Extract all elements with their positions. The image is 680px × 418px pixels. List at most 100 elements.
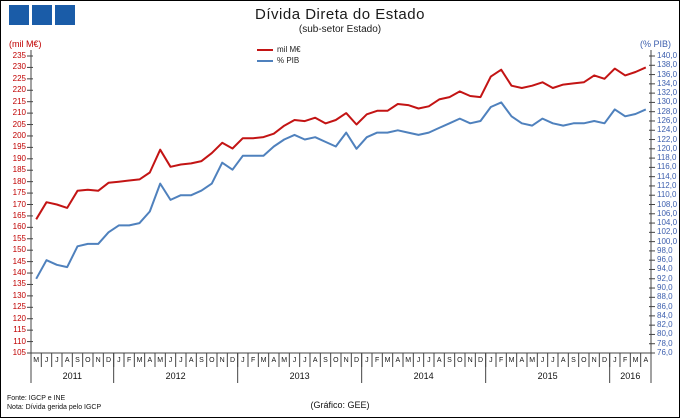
left-tick-label: 230 <box>12 62 26 72</box>
month-label: N <box>95 357 101 364</box>
month-label: F <box>375 357 380 364</box>
left-tick-label: 190 <box>12 153 26 163</box>
month-label: S <box>571 357 576 364</box>
month-label: M <box>529 357 536 364</box>
right-tick-label: 128,0 <box>657 106 678 116</box>
right-tick-label: 90,0 <box>657 283 673 293</box>
left-tick-label: 130 <box>12 290 26 300</box>
right-tick-label: 112,0 <box>657 180 677 190</box>
month-label: S <box>447 357 452 364</box>
left-tick-label: 160 <box>12 222 26 232</box>
chart-title: Dívida Direta do Estado <box>255 6 425 23</box>
right-tick-label: 78,0 <box>657 338 673 348</box>
right-tick-label: 134,0 <box>657 78 678 88</box>
right-tick-label: 88,0 <box>657 292 673 302</box>
month-label: A <box>271 357 277 364</box>
right-tick-label: 92,0 <box>657 273 673 283</box>
left-tick-label: 110 <box>13 336 26 346</box>
month-label: J <box>551 357 555 364</box>
right-tick-label: 122,0 <box>657 134 678 144</box>
left-tick-label: 105 <box>12 348 26 357</box>
left-tick-label: 125 <box>12 302 26 312</box>
right-tick-label: 82,0 <box>657 320 673 330</box>
month-label: M <box>281 357 288 364</box>
month-label: A <box>436 357 442 364</box>
right-tick-label: 118,0 <box>657 153 677 163</box>
month-label: J <box>303 357 307 364</box>
chart-subtitle: (sub-setor Estado) <box>298 24 382 35</box>
month-label: O <box>333 357 339 364</box>
year-label: 2014 <box>413 371 434 381</box>
legend-item: % PIB <box>257 55 301 66</box>
month-label: A <box>312 357 318 364</box>
note-line: Nota: Dívida gerida pelo IGCP <box>7 404 102 411</box>
logo-square-icon <box>32 5 52 25</box>
month-label: O <box>85 357 91 364</box>
left-axis-title: (mil M€) <box>9 39 42 49</box>
series-mil-me-line <box>35 66 647 220</box>
month-label: J <box>427 357 431 364</box>
left-tick-label: 205 <box>12 119 26 129</box>
logo-square-icon <box>55 5 75 25</box>
left-tick-label: 155 <box>12 233 26 243</box>
month-label: O <box>209 357 215 364</box>
left-tick-label: 180 <box>12 176 26 186</box>
legend-line-swatch <box>257 59 273 62</box>
legend-label: mil M€ <box>277 45 301 54</box>
month-label: J <box>117 357 121 364</box>
left-tick-label: 200 <box>12 130 26 140</box>
month-label: D <box>353 357 360 364</box>
month-label: A <box>519 357 525 364</box>
month-label: F <box>127 357 132 364</box>
month-label: N <box>467 357 473 364</box>
month-label: S <box>199 357 204 364</box>
left-tick-label: 215 <box>12 96 26 106</box>
right-tick-label: 116,0 <box>657 162 677 172</box>
month-label: A <box>188 357 194 364</box>
right-tick-label: 124,0 <box>657 125 678 135</box>
month-label: J <box>168 357 173 364</box>
month-label: N <box>219 357 225 364</box>
right-tick-label: 114,0 <box>657 171 677 181</box>
footer-credit: (Gráfico: GEE) <box>310 400 370 410</box>
month-label: J <box>416 357 421 364</box>
month-label: N <box>343 357 349 364</box>
right-tick-label: 110,0 <box>657 190 677 200</box>
month-label: M <box>260 357 267 364</box>
legend-item: mil M€ <box>257 44 301 55</box>
left-tick-label: 135 <box>12 279 26 289</box>
month-label: J <box>55 357 59 364</box>
month-label: M <box>632 357 639 364</box>
left-tick-label: 235 <box>12 51 26 60</box>
source-line: Fonte: IGCP e INE <box>7 395 66 402</box>
month-label: N <box>591 357 597 364</box>
left-tick-label: 115 <box>13 325 26 335</box>
right-tick-label: 140,0 <box>657 51 678 60</box>
right-tick-label: 130,0 <box>657 97 678 107</box>
right-tick-label: 80,0 <box>657 329 673 339</box>
right-tick-label: 104,0 <box>657 218 678 228</box>
right-tick-label: 98,0 <box>657 245 673 255</box>
month-label: F <box>623 357 628 364</box>
right-tick-label: 86,0 <box>657 301 673 311</box>
footer-source-note: Fonte: IGCP e INE Nota: Dívida gerida pe… <box>7 394 101 412</box>
month-label: F <box>499 357 504 364</box>
month-label: J <box>489 357 493 364</box>
left-tick-label: 220 <box>12 85 26 95</box>
month-label: J <box>613 357 617 364</box>
year-label: 2011 <box>62 371 82 381</box>
right-tick-label: 126,0 <box>657 115 678 125</box>
left-tick-label: 140 <box>12 268 26 278</box>
month-label: M <box>384 357 391 364</box>
right-tick-label: 96,0 <box>657 255 673 265</box>
month-label: O <box>581 357 587 364</box>
month-label: M <box>33 357 40 364</box>
left-tick-label: 165 <box>12 210 26 220</box>
right-tick-label: 94,0 <box>657 264 673 274</box>
year-label: 2013 <box>289 371 310 381</box>
month-label: A <box>560 357 566 364</box>
right-tick-label: 136,0 <box>657 69 678 79</box>
month-label: M <box>405 357 412 364</box>
